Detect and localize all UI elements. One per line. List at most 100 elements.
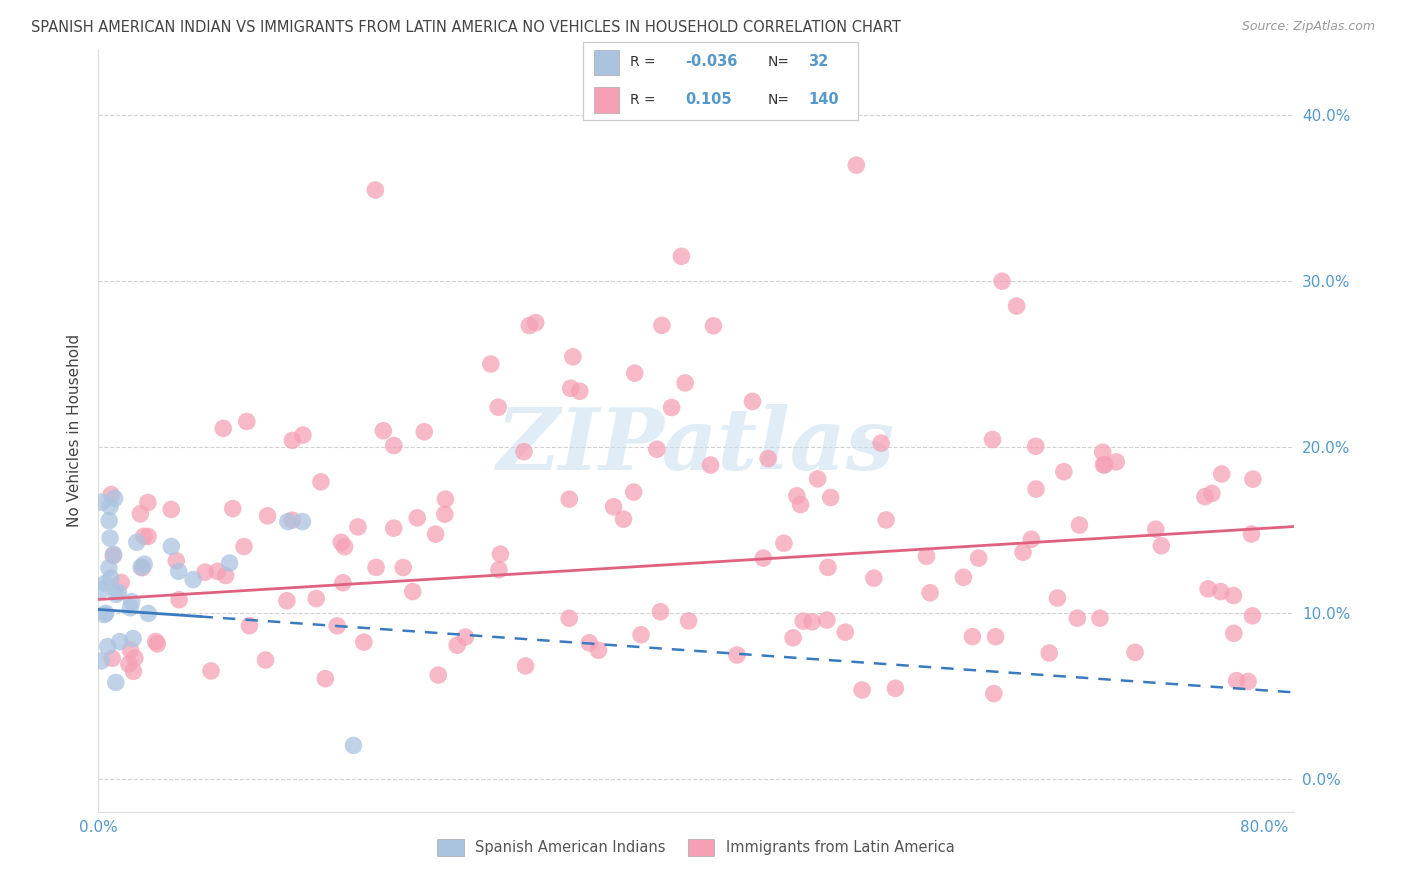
Point [136, 607, 159, 621]
Point [801, 615, 824, 629]
Legend: Spanish American Indians, Immigrants from Latin America: Spanish American Indians, Immigrants fro… [432, 833, 960, 862]
Text: 0.105: 0.105 [685, 92, 731, 107]
Point [568, 384, 591, 399]
Text: R =: R = [630, 93, 659, 107]
Point [1038, 646, 1060, 660]
Point [233, 540, 256, 554]
Point [673, 376, 696, 390]
Point [454, 630, 477, 644]
Point [373, 424, 395, 438]
Point [160, 502, 183, 516]
Point [254, 653, 277, 667]
Point [702, 318, 724, 333]
Point [967, 551, 990, 566]
Point [425, 527, 447, 541]
Point [560, 381, 582, 395]
Point [952, 570, 974, 584]
Point [1025, 482, 1047, 496]
Point [773, 536, 796, 550]
Point [623, 485, 645, 500]
Point [167, 592, 190, 607]
Point [100, 571, 122, 585]
Point [326, 619, 349, 633]
Point [651, 318, 673, 333]
Point [309, 475, 332, 489]
Point [446, 638, 468, 652]
Point [94, 576, 117, 591]
Point [630, 628, 652, 642]
Point [524, 316, 547, 330]
Point [207, 565, 229, 579]
Point [561, 350, 583, 364]
Point [218, 556, 240, 570]
Point [105, 587, 128, 601]
Point [815, 613, 838, 627]
Point [402, 584, 425, 599]
Point [863, 571, 886, 585]
Point [90, 582, 112, 597]
Point [1069, 518, 1091, 533]
Text: N=: N= [768, 55, 789, 69]
Point [160, 540, 183, 554]
Text: ZIPatlas: ZIPatlas [496, 404, 896, 487]
Point [650, 605, 672, 619]
Point [983, 687, 1005, 701]
Point [756, 451, 779, 466]
Text: SPANISH AMERICAN INDIAN VS IMMIGRANTS FROM LATIN AMERICA NO VEHICLES IN HOUSEHOL: SPANISH AMERICAN INDIAN VS IMMIGRANTS FR… [31, 20, 901, 35]
Point [1088, 611, 1111, 625]
Point [98, 531, 121, 545]
Point [884, 681, 907, 696]
Point [602, 500, 624, 514]
Point [93, 607, 115, 622]
Point [353, 635, 375, 649]
Point [342, 739, 364, 753]
Point [131, 560, 153, 574]
Point [661, 401, 683, 415]
Point [1053, 465, 1076, 479]
Point [212, 421, 235, 435]
Point [124, 651, 146, 665]
Point [1211, 467, 1233, 481]
Point [291, 428, 314, 442]
Point [915, 549, 938, 564]
Point [277, 515, 299, 529]
Point [845, 158, 868, 172]
Point [256, 508, 278, 523]
Point [110, 575, 132, 590]
Point [90, 654, 112, 668]
Point [678, 614, 700, 628]
Point [427, 668, 450, 682]
Point [333, 540, 356, 554]
Point [122, 632, 145, 646]
Point [104, 491, 127, 506]
Point [200, 664, 222, 678]
Point [588, 643, 610, 657]
Point [1240, 527, 1263, 541]
Point [134, 558, 156, 572]
Point [222, 501, 245, 516]
Point [122, 665, 145, 679]
Point [741, 394, 763, 409]
Point [792, 614, 814, 628]
Point [181, 573, 204, 587]
Point [94, 607, 117, 621]
Point [167, 564, 190, 578]
Point [238, 618, 260, 632]
Point [991, 274, 1014, 288]
Point [486, 400, 509, 414]
Text: Source: ZipAtlas.com: Source: ZipAtlas.com [1241, 20, 1375, 33]
Point [1094, 458, 1116, 472]
Point [1222, 589, 1244, 603]
Point [103, 549, 125, 563]
Point [136, 495, 159, 509]
Point [984, 630, 1007, 644]
Point [97, 640, 120, 654]
Point [558, 611, 581, 625]
Point [962, 630, 984, 644]
Point [433, 507, 456, 521]
Point [107, 585, 129, 599]
Point [1005, 299, 1028, 313]
Point [981, 433, 1004, 447]
Point [406, 511, 429, 525]
Point [145, 634, 167, 648]
